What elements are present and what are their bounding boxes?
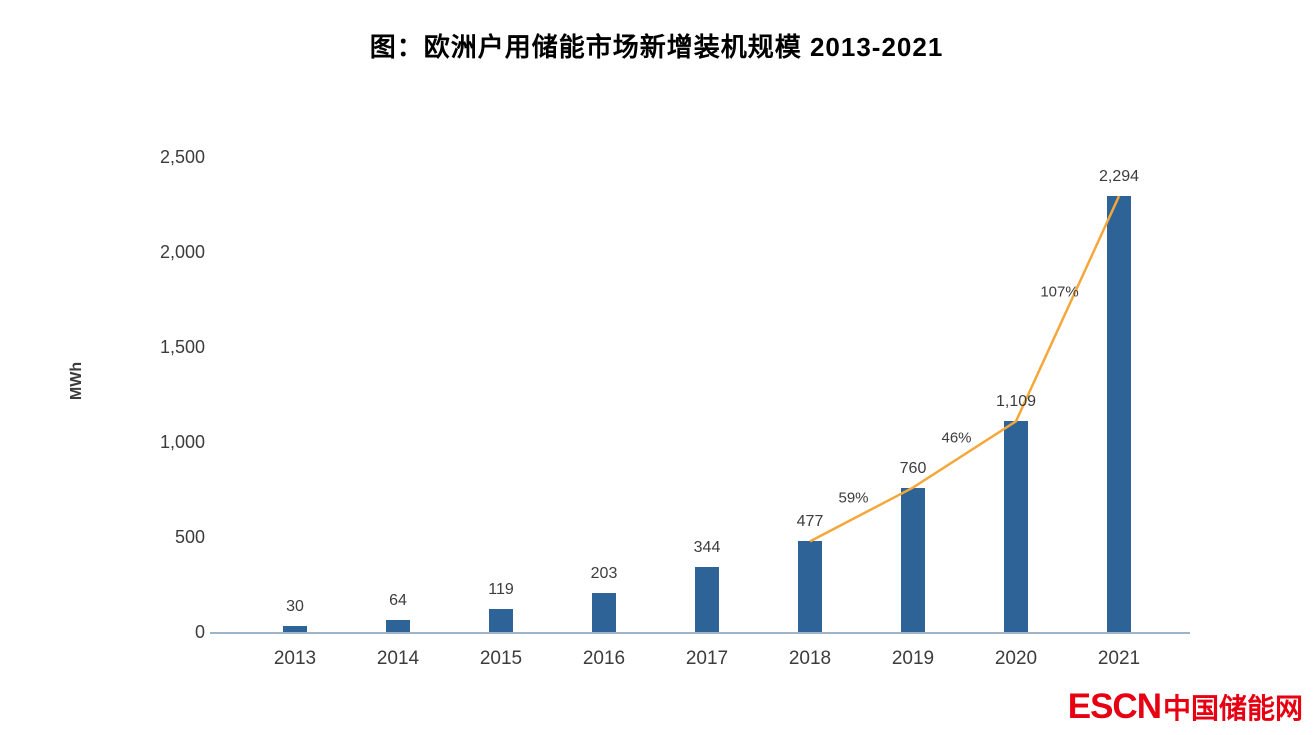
bar-value-label: 760 (899, 459, 927, 477)
growth-pct-label: 59% (838, 489, 868, 506)
y-axis-tick-label: 2,500 (159, 147, 205, 167)
y-axis-tick-label: 1,500 (159, 337, 205, 357)
x-axis-label: 2014 (376, 648, 420, 669)
escn-logo: ESCN中国储能网 (1068, 687, 1303, 727)
growth-pct-label: 46% (941, 429, 971, 446)
x-axis-label: 2021 (1097, 648, 1141, 669)
chart-title: 图：欧洲户用储能市场新增装机规模 2013-2021 (369, 32, 944, 62)
x-axis-label: 2013 (273, 648, 317, 669)
bar-value-label: 30 (286, 598, 304, 616)
bar-2013 (283, 626, 307, 632)
y-axis-tick-label: 500 (174, 527, 205, 547)
escn-logo-latin: ESCN (1067, 687, 1162, 726)
y-axis-tick-label: 0 (194, 622, 205, 642)
bar-value-label: 344 (693, 538, 721, 556)
x-axis-label: 2020 (994, 648, 1038, 669)
x-axis-label: 2017 (685, 648, 729, 669)
y-axis-label: MWh (68, 361, 86, 401)
escn-logo-cn: 中国储能网 (1162, 693, 1303, 724)
bar-2018 (798, 541, 822, 632)
x-axis-label: 2019 (891, 648, 935, 669)
bar-value-label: 203 (590, 565, 618, 583)
plot-area: 59% 46% 107% 30 2013 64 2014 119 2015 203 2016 344… (210, 157, 1190, 669)
bar-value-label: 2,294 (1098, 168, 1140, 186)
growth-pct-label: 107% (1040, 284, 1078, 301)
growth-line-overlay: 59% 46% 107% (809, 195, 1121, 543)
y-axis-tick-label: 2,000 (159, 242, 205, 262)
x-axis-label: 2018 (788, 648, 832, 669)
bar-2017 (695, 566, 719, 632)
bar-2020 (1004, 421, 1028, 632)
bar-2021 (1107, 196, 1131, 632)
bar-value-label: 64 (389, 591, 407, 609)
bar-2015 (489, 609, 513, 632)
bar-2014 (386, 619, 410, 632)
bar-value-label: 477 (796, 513, 824, 531)
bar-value-label: 119 (488, 581, 514, 599)
y-axis-tick-label: 1,000 (159, 432, 205, 452)
x-axis-label: 2016 (582, 648, 626, 669)
bar-value-label: 1,109 (995, 393, 1037, 411)
bar-2019 (901, 487, 925, 632)
y-axis-tick-labels: 0 500 1,000 1,500 2,000 2,500 (120, 147, 205, 642)
x-axis-label: 2015 (479, 648, 523, 669)
bar-2016 (592, 593, 616, 632)
growth-line (809, 195, 1121, 543)
